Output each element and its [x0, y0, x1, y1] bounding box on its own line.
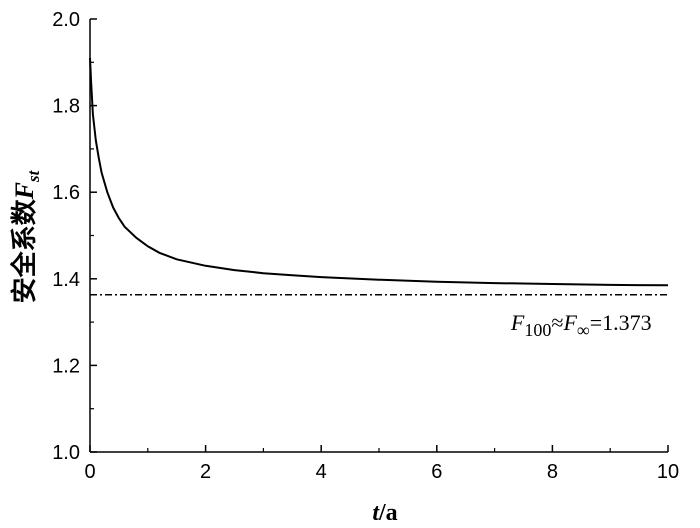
annotation-f2: F	[562, 310, 577, 335]
x-axis: 0 2 4 6 8 10	[84, 445, 679, 483]
x-axis-unit: /a	[378, 500, 398, 526]
annotation-subinf: ∞	[577, 320, 590, 340]
x-axis-var: t	[372, 500, 380, 526]
plot-frame	[89, 19, 668, 453]
x-tick-label: 8	[547, 461, 558, 483]
x-tick-label: 2	[200, 461, 211, 483]
annotation-f: F	[510, 310, 525, 335]
series-layer	[89, 57, 669, 296]
y-tick-label: 1.6	[52, 182, 80, 204]
annotation-sub100: 100	[524, 320, 551, 340]
annotation-value: =1.373	[590, 310, 652, 335]
y-tick-label: 1.4	[52, 269, 80, 291]
y-axis-title: 安全系数Fst	[9, 169, 43, 303]
annotation: F100≈F∞=1.373	[510, 310, 652, 340]
fs-curve	[89, 57, 669, 287]
y-tick-label: 1.8	[52, 96, 80, 118]
x-tick-label: 6	[431, 461, 442, 483]
x-tick-label: 0	[84, 461, 95, 483]
y-tick-label: 1.0	[52, 442, 80, 464]
y-tick-label: 2.0	[52, 9, 80, 31]
y-axis-var: F	[10, 182, 39, 200]
x-axis-title: t/a	[372, 500, 397, 526]
y-tick-label: 1.2	[52, 355, 80, 377]
y-axis-sub: st	[24, 169, 43, 183]
y-axis: 1.0 1.2 1.4 1.6 1.8 2.0	[52, 9, 97, 464]
x-tick-label: 4	[316, 461, 327, 483]
x-tick-label: 10	[657, 461, 679, 483]
annotation-approx: ≈	[551, 310, 563, 335]
y-axis-cn: 安全系数	[9, 198, 39, 303]
